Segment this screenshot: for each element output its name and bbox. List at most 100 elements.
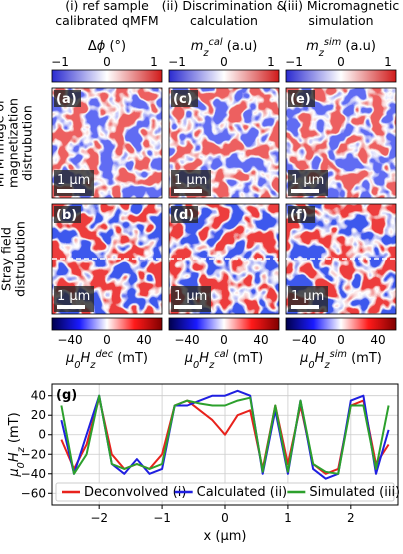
chart-title: (g) bbox=[56, 388, 77, 403]
label-part: sim bbox=[330, 349, 347, 360]
image-border bbox=[285, 87, 397, 199]
row-label: distrubution bbox=[13, 221, 28, 297]
label-part: z bbox=[89, 360, 96, 371]
colorbar-tick: 0 bbox=[103, 55, 111, 69]
colorbar bbox=[168, 69, 280, 83]
label-part: dec bbox=[95, 349, 113, 360]
colorbar-tick: −40 bbox=[57, 333, 82, 347]
label-part: (a.u) bbox=[341, 39, 376, 54]
row-label: distrubution bbox=[20, 105, 35, 181]
colorbar-tick: −40 bbox=[291, 333, 316, 347]
label-part: (mT) bbox=[228, 351, 263, 366]
image-border bbox=[51, 87, 163, 199]
plot-frame bbox=[51, 383, 399, 506]
column-header: simulation bbox=[308, 13, 373, 28]
colorbar-tick: 0 bbox=[220, 333, 228, 347]
colorbar-tick: 1 bbox=[150, 55, 158, 69]
scale-bar-label: 1 μm bbox=[174, 289, 207, 304]
colorbar-label: mzsim (a.u) bbox=[306, 37, 376, 59]
colorbar-tick: −1 bbox=[168, 55, 186, 69]
panel-label: (c) bbox=[173, 92, 193, 107]
colorbar bbox=[168, 317, 280, 331]
colorbar-label: μ0Hzcal (mT) bbox=[184, 349, 263, 371]
scale-bar-label: 1 μm bbox=[57, 173, 90, 188]
label-part: z bbox=[202, 48, 209, 59]
colorbar-tick: −40 bbox=[174, 333, 199, 347]
label-part: cal bbox=[214, 349, 228, 360]
scale-bar bbox=[174, 189, 202, 193]
scale-bar bbox=[291, 305, 319, 309]
colorbar-tick: −1 bbox=[285, 55, 303, 69]
line-series bbox=[60, 394, 390, 475]
scale-bar bbox=[57, 189, 85, 193]
scale-bar bbox=[174, 305, 202, 309]
label-part: Δ bbox=[88, 39, 97, 54]
scale-bar-label: 1 μm bbox=[291, 289, 324, 304]
x-axis-label: x (μm) bbox=[204, 529, 247, 544]
panel-label: (b) bbox=[56, 208, 77, 223]
colorbar-label: μ0Hzdec (mT) bbox=[65, 349, 148, 371]
colorbar-tick: 1 bbox=[267, 55, 275, 69]
label-part: z bbox=[323, 360, 330, 371]
label-box bbox=[54, 206, 81, 223]
scale-bar bbox=[291, 189, 319, 193]
x-tick-label: 0 bbox=[221, 511, 229, 525]
colorbar-tick: 0 bbox=[337, 55, 345, 69]
panel-label: (e) bbox=[290, 92, 311, 107]
colorbar-tick: −1 bbox=[51, 55, 69, 69]
label-part: m bbox=[306, 39, 319, 54]
label-part: z bbox=[318, 48, 325, 59]
y-tick-label: 0 bbox=[38, 428, 46, 442]
column-header: (iii) Micromagnetic bbox=[283, 0, 400, 13]
label-part: μ bbox=[299, 351, 308, 366]
label-part: (a.u) bbox=[223, 39, 258, 54]
scale-bar-label: 1 μm bbox=[174, 173, 207, 188]
y-tick-label: 40 bbox=[31, 389, 46, 403]
label-part: z bbox=[16, 446, 27, 453]
panel-label: (a) bbox=[56, 92, 77, 107]
row-label: Stray field bbox=[0, 227, 14, 291]
legend-box bbox=[55, 482, 395, 502]
colorbar bbox=[51, 317, 163, 331]
colorbar-tick: 40 bbox=[136, 333, 151, 347]
label-part: cal bbox=[209, 37, 223, 48]
panel-label: (f) bbox=[290, 208, 308, 223]
label-part: μ bbox=[7, 468, 22, 477]
y-tick-label: −20 bbox=[21, 447, 46, 461]
scale-bar bbox=[57, 305, 85, 309]
image-border bbox=[168, 87, 280, 199]
legend-label: Calculated (ii) bbox=[197, 485, 287, 500]
label-part: H bbox=[315, 351, 325, 366]
line-series bbox=[60, 389, 390, 480]
colorbar bbox=[51, 69, 163, 83]
colorbar-label: Δϕ (°) bbox=[88, 39, 126, 54]
label-part: (mT) bbox=[347, 351, 382, 366]
label-part: m bbox=[191, 39, 204, 54]
label-box bbox=[288, 206, 315, 223]
label-part: 0 bbox=[74, 360, 80, 371]
x-tick-label: 2 bbox=[347, 511, 355, 525]
label-box bbox=[54, 90, 81, 107]
column-header: (i) ref sample bbox=[65, 0, 149, 13]
label-part: z bbox=[208, 360, 215, 371]
colorbar-tick: 0 bbox=[103, 333, 111, 347]
column-header: calculation bbox=[190, 13, 258, 28]
label-part: (mT) bbox=[7, 412, 22, 447]
line-series bbox=[60, 396, 390, 475]
label-box bbox=[288, 90, 315, 107]
x-tick-label: 1 bbox=[284, 511, 292, 525]
y-axis-label: μ0Hz (mT) bbox=[7, 412, 27, 477]
label-box bbox=[171, 90, 198, 107]
y-tick-label: −40 bbox=[21, 467, 46, 481]
label-part: μ bbox=[65, 351, 74, 366]
row-label: magnetization bbox=[6, 98, 21, 188]
legend-label: Simulated (iii) bbox=[309, 485, 400, 500]
column-header: (ii) Discrimination & bbox=[162, 0, 287, 13]
colorbar-tick: 0 bbox=[220, 55, 228, 69]
label-part: H bbox=[7, 452, 22, 462]
colorbar-tick: 1 bbox=[384, 55, 392, 69]
colorbar-tick: 40 bbox=[370, 333, 385, 347]
label-part: 0 bbox=[16, 462, 27, 468]
label-part: ϕ bbox=[97, 39, 106, 54]
scale-bar-label: 1 μm bbox=[57, 289, 90, 304]
